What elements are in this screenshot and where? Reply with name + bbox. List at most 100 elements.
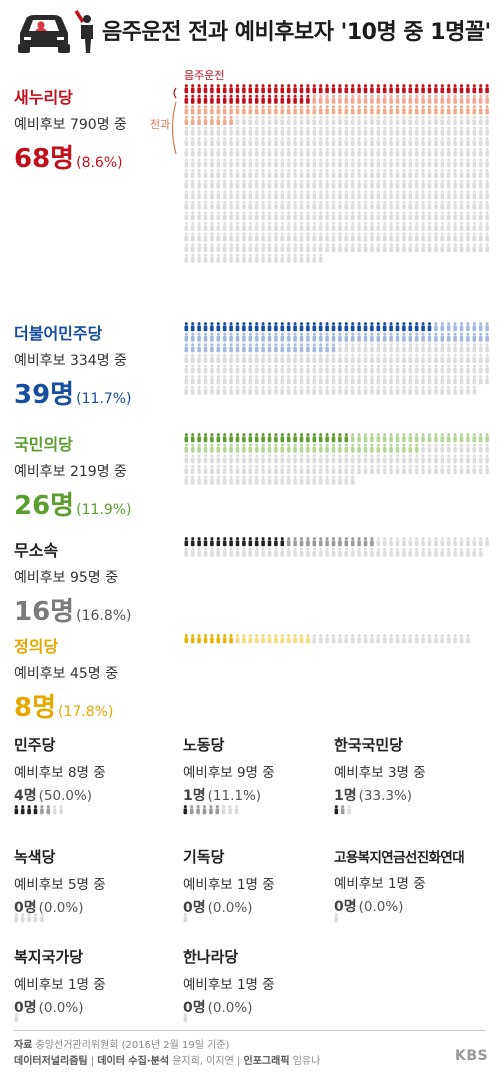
person-icon <box>357 353 361 363</box>
person-icon <box>459 343 464 353</box>
person-icon <box>242 364 246 374</box>
person-icon <box>382 243 387 253</box>
person-icon <box>312 221 317 231</box>
person-icon <box>229 232 233 242</box>
person-icon <box>414 537 419 547</box>
person-icon <box>261 232 265 242</box>
person-icon <box>389 211 393 221</box>
person-icon <box>242 385 246 395</box>
person-icon <box>312 211 317 221</box>
person-icon <box>184 375 189 385</box>
person-icon <box>350 322 355 332</box>
person-icon <box>472 375 477 385</box>
person-icon <box>453 115 457 125</box>
person-icon <box>402 454 406 464</box>
person-icon <box>248 464 253 474</box>
person-icon <box>248 332 253 342</box>
person-icon <box>485 137 489 147</box>
person-icon <box>389 537 393 547</box>
person-icon <box>261 253 265 263</box>
person-icon <box>222 443 227 453</box>
person-icon <box>344 179 349 189</box>
person-icon <box>440 168 445 178</box>
person-icon <box>190 634 195 644</box>
person-icon <box>421 537 425 547</box>
person-icon <box>216 433 221 443</box>
person-icon <box>293 115 297 125</box>
person-icon <box>331 126 336 136</box>
person-icon <box>344 475 349 485</box>
person-icon <box>357 94 361 104</box>
person-icon <box>254 343 259 353</box>
person-icon <box>434 343 438 353</box>
person-icon <box>190 168 195 178</box>
person-icon <box>210 168 214 178</box>
party-welfare-state: 복지국가당 예비후보 1명 중 0명 (0.0%) <box>14 946 106 1017</box>
person-icon <box>184 443 189 453</box>
person-icon <box>203 105 208 115</box>
person-icon <box>318 179 323 189</box>
person-icon <box>338 433 342 443</box>
person-icon <box>312 200 317 210</box>
person-icon <box>389 464 393 474</box>
person-icon <box>376 211 381 221</box>
person-icon <box>242 211 246 221</box>
person-icon <box>235 433 240 443</box>
person-icon <box>267 137 272 147</box>
person-icon <box>203 221 208 231</box>
person-icon <box>242 126 246 136</box>
person-icon <box>242 475 246 485</box>
person-icon <box>408 115 413 125</box>
person-icon <box>408 158 413 168</box>
person-icon <box>274 221 278 231</box>
pictogram-saenuri <box>184 84 489 263</box>
person-icon <box>466 243 470 253</box>
person-icon <box>209 805 213 815</box>
person-icon <box>434 243 438 253</box>
person-icon <box>242 464 246 474</box>
person-icon <box>210 147 214 157</box>
person-icon <box>190 137 195 147</box>
person-icon <box>325 332 329 342</box>
person-icon <box>293 84 297 94</box>
person-icon <box>248 375 253 385</box>
person-icon <box>414 353 419 363</box>
person-icon <box>190 537 195 547</box>
person-icon <box>421 547 425 557</box>
person-icon <box>318 253 323 263</box>
person-icon <box>274 232 278 242</box>
person-icon <box>466 537 470 547</box>
pictogram-minjoo <box>184 322 489 395</box>
person-icon <box>414 433 419 443</box>
person-icon <box>459 158 464 168</box>
person-icon <box>248 147 253 157</box>
person-icon <box>434 232 438 242</box>
person-icon <box>312 547 317 557</box>
person-icon <box>229 105 233 115</box>
person-icon <box>338 115 342 125</box>
pictogram-welfare-state <box>14 1013 19 1023</box>
person-icon <box>325 115 329 125</box>
person-icon <box>485 322 489 332</box>
person-icon <box>286 547 291 557</box>
person-icon <box>466 232 470 242</box>
person-icon <box>184 232 189 242</box>
person-icon <box>197 433 201 443</box>
person-icon <box>248 94 253 104</box>
person-icon <box>40 913 44 923</box>
person-icon <box>210 94 214 104</box>
person-icon <box>395 454 400 464</box>
person-icon <box>312 537 317 547</box>
person-icon <box>254 332 259 342</box>
person-icon <box>382 115 387 125</box>
person-icon <box>478 137 483 147</box>
person-icon <box>216 464 221 474</box>
person-icon <box>280 179 285 189</box>
person-icon <box>216 168 221 178</box>
person-icon <box>222 253 227 263</box>
person-icon <box>184 322 189 332</box>
person-icon <box>286 253 291 263</box>
person-icon <box>363 105 368 115</box>
person-icon <box>395 179 400 189</box>
person-icon <box>427 126 432 136</box>
